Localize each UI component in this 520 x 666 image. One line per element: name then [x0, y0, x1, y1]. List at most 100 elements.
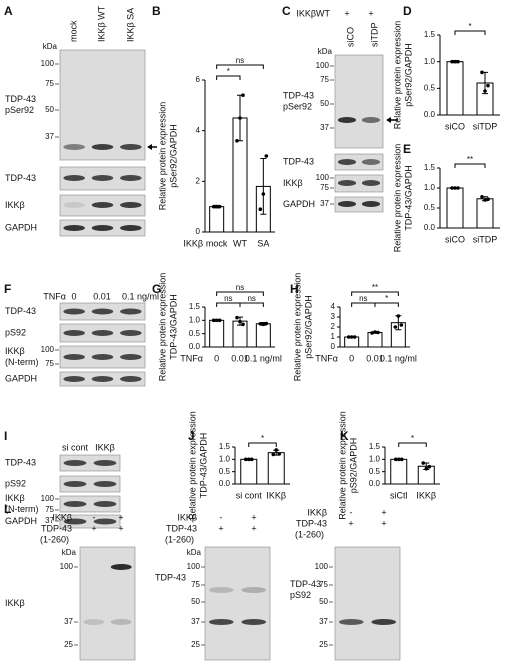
y-tick-label: 1.0 [189, 315, 201, 324]
data-point [399, 457, 404, 462]
y-tick-label: 2 [196, 176, 201, 185]
significance-label: * [227, 67, 230, 76]
x-tick-label: WT [233, 238, 247, 248]
blot [334, 54, 384, 149]
band [361, 180, 381, 186]
y-tick-label: 0.5 [424, 203, 436, 212]
lane-label: siCO [345, 27, 355, 47]
band [91, 330, 114, 336]
significance-bracket [239, 302, 264, 307]
data-point [264, 154, 269, 158]
band [63, 144, 85, 150]
size-marker: 100 [316, 173, 330, 182]
y-tick-label: 0.5 [219, 467, 231, 476]
blot-label: TDP-43 [283, 156, 314, 166]
size-marker: 37 [319, 617, 328, 626]
size-marker: 75 [319, 580, 328, 589]
panel-letter: D [403, 4, 412, 18]
band [120, 144, 142, 150]
y-tick-label: 2 [331, 322, 336, 331]
band [120, 308, 142, 315]
band [337, 201, 357, 207]
band [208, 619, 234, 625]
size-marker: 50 [45, 105, 54, 114]
data-point [376, 330, 380, 335]
y-axis-label: Relative protein expression [187, 411, 197, 520]
data-point [346, 335, 351, 339]
y-axis-label: Relative protein expression [157, 273, 167, 382]
band [63, 501, 87, 507]
y-tick-label: 1.5 [424, 30, 436, 39]
x-prefix: TNFα [180, 353, 203, 363]
blot-label: (N-term) [5, 357, 39, 367]
band [120, 225, 142, 231]
panel-letter: B [152, 4, 161, 18]
size-marker: 75 [191, 580, 200, 589]
lane-label: + [368, 8, 373, 18]
size-marker: 50 [319, 597, 328, 606]
size-marker: 37 [191, 617, 200, 626]
lane-label: si cont [62, 442, 89, 452]
blot [334, 153, 384, 171]
data-point [480, 70, 484, 75]
band [63, 225, 85, 231]
data-point [453, 59, 457, 64]
data-point [456, 186, 460, 190]
band [120, 202, 142, 208]
band [120, 330, 142, 336]
data-point [480, 195, 484, 199]
lane-label: TDP-43 [166, 523, 197, 533]
significance-bracket [248, 442, 277, 447]
lane-label: mock [68, 20, 78, 42]
y-tick-label: 0.5 [369, 467, 381, 476]
y-axis-label: pS92/GAPDH [348, 438, 358, 494]
band [110, 564, 132, 570]
data-point [238, 319, 242, 324]
blot-label: pS92 [5, 327, 26, 337]
band [91, 144, 114, 150]
band [63, 376, 85, 382]
band [337, 117, 357, 123]
significance-bracket [216, 64, 264, 69]
blot-label: (N-term) [5, 504, 39, 514]
y-axis-label: TDP-43/GAPDH [168, 294, 178, 360]
band [63, 460, 87, 466]
significance-label: ns [236, 56, 244, 65]
panel-letter: L [4, 502, 11, 516]
data-point [486, 197, 490, 201]
x-tick-label: 0.1 ng/ml [380, 353, 417, 363]
data-point [370, 331, 374, 335]
band [361, 117, 381, 123]
error-bar [260, 158, 267, 215]
blot [204, 546, 271, 661]
x-tick-label: siTDP [473, 234, 498, 244]
band [63, 330, 85, 336]
band [93, 481, 117, 487]
lane-label: + [251, 512, 256, 522]
lane-label: + [348, 518, 353, 528]
y-axis-label: Relative protein expression [337, 411, 347, 520]
band [91, 376, 114, 382]
lane-label: - [350, 507, 353, 517]
y-tick-label: 4 [331, 302, 336, 311]
y-tick-label: 4 [196, 126, 201, 135]
data-point [483, 89, 487, 93]
y-axis-label: TDP-43/GAPDH [198, 433, 208, 499]
lane-label: + [344, 8, 349, 18]
data-point [261, 322, 266, 327]
lane-label: + [91, 523, 96, 533]
y-tick-label: 3 [331, 312, 336, 321]
lane-label: - [93, 512, 96, 522]
panel-letter: J [188, 429, 195, 443]
lane-label: TDP-43 [41, 523, 72, 533]
bar [255, 323, 271, 348]
significance-label: * [468, 22, 471, 31]
band [63, 518, 87, 525]
lane-label: IKKβ [95, 442, 115, 452]
blot [334, 546, 401, 661]
blot-label: GAPDH [5, 373, 37, 383]
band [91, 202, 114, 208]
blot [59, 495, 121, 513]
x-tick-label: si cont [236, 490, 263, 500]
